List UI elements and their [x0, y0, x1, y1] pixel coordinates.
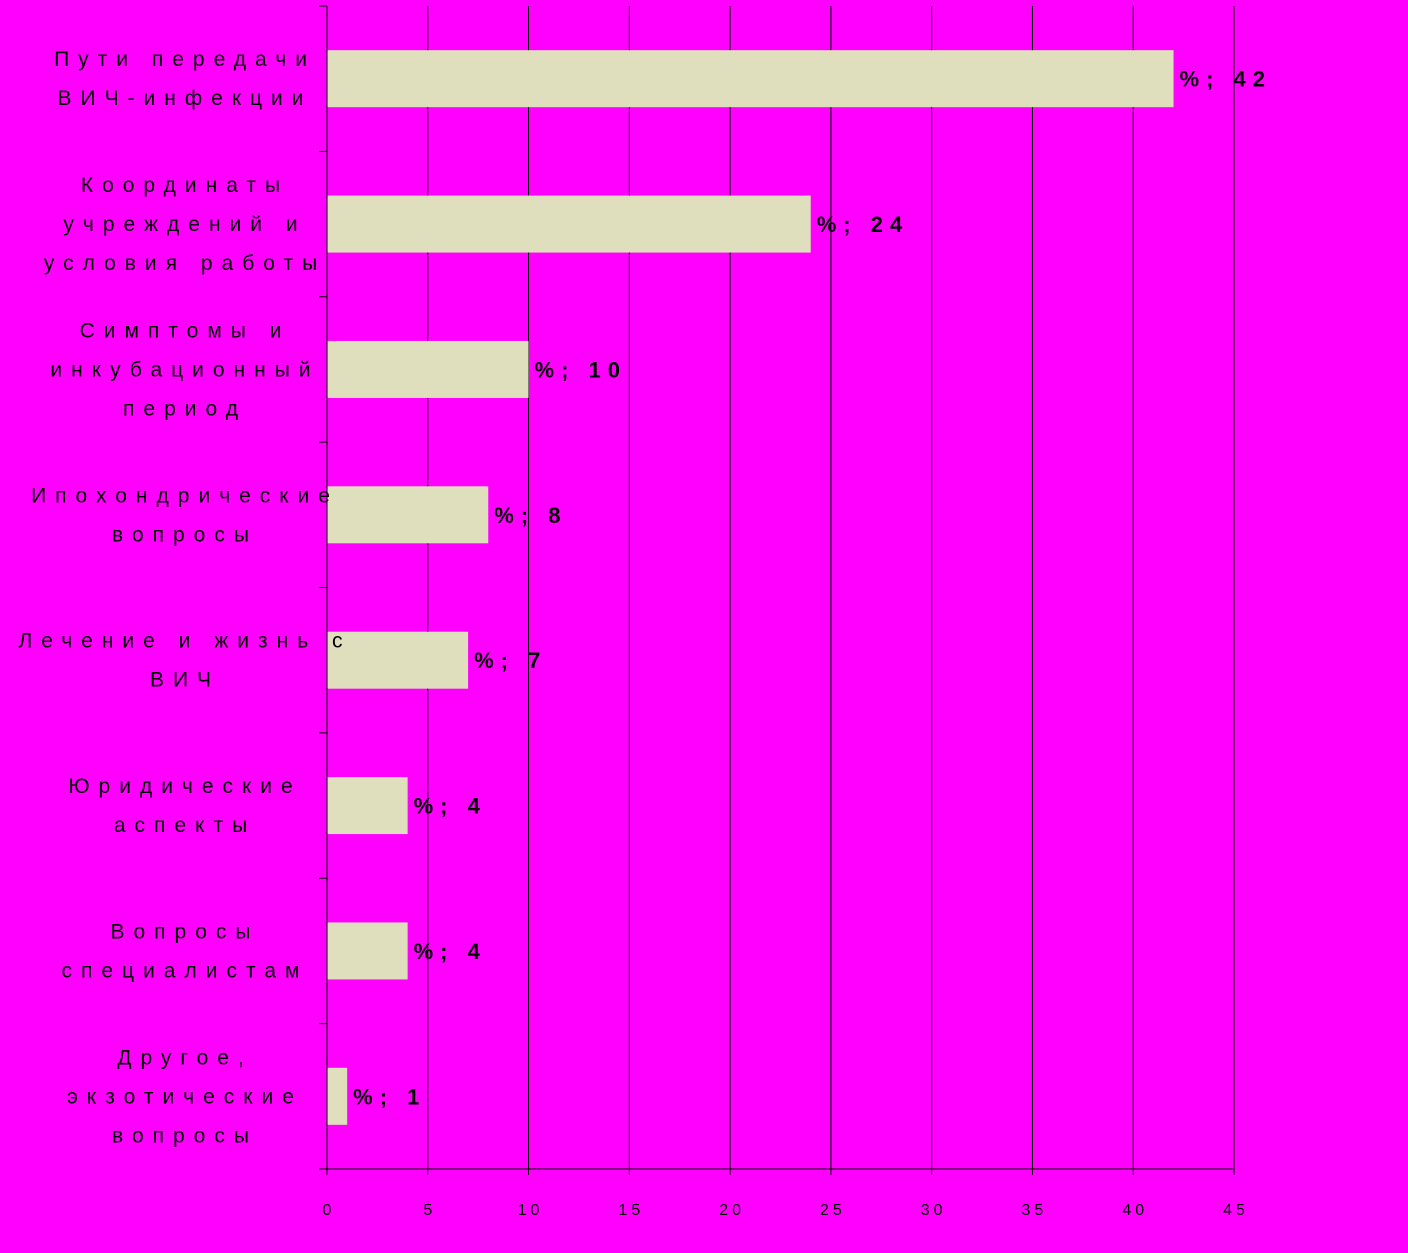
category-label-1-line-1: Пути передачи — [54, 48, 316, 71]
bar-4 — [327, 486, 489, 544]
category-label-4-line-2: вопросы — [112, 523, 258, 546]
category-label-2-line-2: учреждений и — [63, 213, 306, 236]
data-label-1: %; 42 — [1180, 67, 1272, 92]
category-label-2-line-3: условия работы — [44, 252, 326, 275]
x-tick-label-20: 20 — [719, 1202, 745, 1219]
bar-1 — [327, 50, 1174, 108]
category-label-4-line-1: Ипохондрические — [31, 484, 339, 507]
labels: 0 5 10 15 20 25 30 35 40 45 %; 42 Пути передачи ВИЧ-… — [18, 48, 1272, 1219]
axes — [319, 5, 1235, 1175]
bar-3 — [327, 340, 529, 398]
x-tick-label-5: 5 — [423, 1202, 436, 1219]
x-tick-label-40: 40 — [1122, 1202, 1148, 1219]
category-label-8-line-3: вопросы — [112, 1124, 258, 1147]
bar-5 — [327, 631, 469, 689]
category-label-5-line-2: ВИЧ — [150, 669, 220, 692]
data-label-7: %; 4 — [414, 939, 487, 964]
bars — [327, 50, 1174, 1125]
x-tick-label-0: 0 — [323, 1202, 336, 1219]
bar-2 — [327, 195, 811, 253]
category-label-7-line-2: специалистам — [62, 959, 309, 982]
data-label-5: %; 7 — [474, 648, 547, 673]
category-label-8-line-1: Другое, — [117, 1046, 253, 1069]
category-label-3-line-3: период — [123, 397, 247, 420]
x-tick-label-30: 30 — [921, 1202, 947, 1219]
category-label-1-line-2: ВИЧ-инфекции — [57, 87, 312, 110]
category-label-7-line-1: Вопросы — [110, 920, 259, 943]
x-tick-label-45: 45 — [1223, 1202, 1249, 1219]
gridlines — [427, 6, 1235, 1169]
x-tick-label-10: 10 — [518, 1202, 544, 1219]
bar-7 — [327, 922, 408, 980]
x-tick-label-15: 15 — [618, 1202, 644, 1219]
category-label-3-line-1: Симптомы и — [80, 319, 291, 342]
category-label-2-line-1: Координаты — [81, 174, 289, 197]
data-label-2: %; 24 — [817, 212, 909, 237]
category-label-5-line-1: Лечение и жизнь с — [18, 630, 351, 653]
data-label-8: %; 1 — [353, 1084, 426, 1109]
category-label-3-line-2: инкубационный — [50, 358, 319, 381]
data-label-4: %; 8 — [494, 503, 567, 528]
bar-6 — [327, 777, 408, 835]
bar-8 — [327, 1067, 348, 1125]
x-tick-label-25: 25 — [820, 1202, 846, 1219]
category-label-6-line-1: Юридические — [68, 775, 301, 798]
data-label-3: %; 10 — [535, 357, 627, 382]
category-label-6-line-2: аспекты — [114, 814, 256, 837]
data-label-6: %; 4 — [414, 794, 487, 819]
category-label-8-line-2: экзотические — [67, 1085, 303, 1108]
x-tick-label-35: 35 — [1022, 1202, 1048, 1219]
